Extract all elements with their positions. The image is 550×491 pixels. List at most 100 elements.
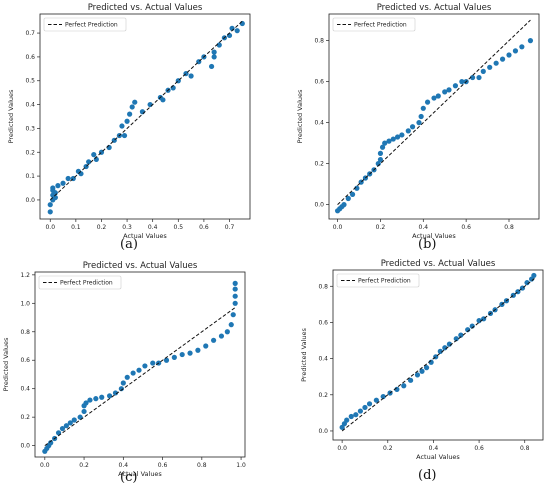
data-point: [345, 195, 351, 202]
x-axis-label: Actual Values: [412, 232, 456, 240]
data-point: [380, 393, 386, 400]
data-point: [211, 49, 217, 55]
data-point: [47, 202, 53, 208]
data-point: [416, 120, 422, 126]
x-tick-label: 0.2: [383, 445, 393, 452]
data-point: [386, 138, 392, 144]
x-tick-label: 0.1: [71, 224, 81, 231]
y-tick-label: 0.6: [25, 54, 35, 61]
data-point: [453, 336, 459, 342]
data-point: [130, 370, 136, 376]
data-point: [362, 404, 368, 411]
data-point: [377, 150, 384, 156]
data-point: [424, 99, 431, 105]
legend: Perfect Prediction: [43, 17, 127, 32]
data-point: [232, 300, 238, 306]
x-tick-label: 0.2: [97, 224, 107, 231]
data-point: [120, 380, 126, 386]
x-tick-label: 0.4: [119, 462, 129, 469]
chart-panel-a: Predicted vs. Actual Values 0.0 0.1 0.2 0.3 0…: [7, 3, 251, 240]
data-point: [420, 105, 426, 111]
data-point: [129, 104, 135, 110]
legend-box: [43, 17, 127, 32]
data-point: [60, 180, 66, 186]
x-tick-label: 0.4: [419, 224, 429, 231]
data-point: [106, 393, 113, 399]
data-point: [405, 128, 411, 134]
data-point: [476, 74, 482, 81]
data-point: [81, 408, 87, 415]
data-point: [121, 132, 128, 139]
data-point: [47, 209, 53, 215]
caption-d: (d): [418, 468, 437, 483]
plot-frame: [34, 271, 246, 458]
data-point: [512, 48, 519, 54]
x-tick-label: 0.2: [376, 224, 386, 231]
y-tick-label: 0.8: [20, 329, 30, 336]
data-point: [459, 79, 465, 85]
data-point: [377, 156, 384, 163]
x-tick-label: 0.6: [199, 224, 209, 231]
x-tick-label: 0.0: [337, 445, 347, 452]
data-point: [65, 175, 71, 182]
data-point: [187, 350, 193, 356]
x-tick-label: 0.2: [79, 462, 89, 469]
data-point: [373, 397, 379, 403]
data-point: [71, 417, 77, 423]
data-point: [232, 293, 238, 299]
chart-title: Predicted vs. Actual Values: [381, 259, 496, 269]
legend-label: Perfect Prediction: [358, 278, 411, 285]
data-point: [382, 140, 388, 146]
x-tick-label: 1.0: [236, 462, 246, 469]
y-tick-label: 0.7: [25, 30, 35, 37]
x-tick-label: 0.3: [122, 224, 132, 231]
data-point: [179, 351, 185, 358]
data-point: [150, 360, 156, 366]
data-point: [163, 357, 170, 363]
data-point: [224, 329, 230, 335]
data-point: [211, 54, 217, 60]
data-point: [210, 337, 217, 343]
y-axis-label: Predicted Values: [7, 89, 15, 143]
data-point: [349, 191, 356, 197]
data-point: [506, 52, 512, 58]
y-tick-label: 0.5: [25, 78, 35, 85]
data-point: [234, 28, 240, 34]
data-point: [435, 93, 441, 99]
y-tick-label: 0.4: [318, 356, 328, 363]
y-tick-label: 0.0: [314, 202, 324, 209]
legend-label: Perfect Prediction: [60, 280, 113, 287]
data-point: [401, 383, 407, 389]
data-point: [487, 64, 493, 70]
data-point: [216, 42, 222, 48]
plot-frame: [39, 13, 251, 220]
y-tick-label: 0.8: [314, 38, 324, 45]
legend: Perfect Prediction: [336, 273, 420, 288]
data-point: [469, 74, 476, 81]
data-point: [446, 87, 452, 93]
data-point: [112, 390, 119, 396]
data-point: [232, 280, 238, 286]
y-axis-label: Predicted Values: [300, 327, 308, 381]
data-point: [357, 408, 363, 414]
data-point: [124, 374, 130, 380]
chart-title: Predicted vs. Actual Values: [88, 3, 203, 13]
data-point: [394, 134, 401, 140]
data-point: [419, 368, 425, 374]
x-tick-label: 0.8: [197, 462, 207, 469]
data-point: [188, 73, 194, 79]
data-point: [119, 123, 125, 129]
y-tick-label: 0.6: [20, 357, 30, 364]
y-tick-label: 0.0: [20, 443, 30, 450]
data-point: [480, 68, 486, 74]
x-tick-label: 0.0: [40, 462, 50, 469]
data-point: [195, 347, 201, 353]
data-point: [348, 413, 354, 420]
data-point: [59, 425, 66, 432]
data-point: [99, 394, 105, 400]
data-point: [55, 183, 61, 189]
data-point: [83, 400, 89, 406]
data-point: [353, 412, 359, 418]
perfect-prediction-line: [341, 276, 537, 432]
